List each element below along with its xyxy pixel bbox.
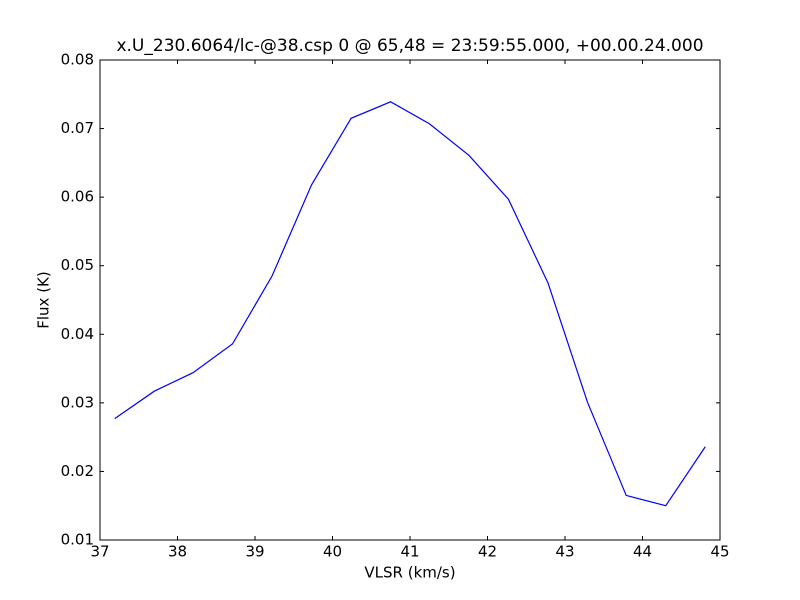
data-line bbox=[114, 101, 706, 507]
y-tick-label: 0.04 bbox=[61, 325, 94, 343]
y-axis-label: Flux (K) bbox=[35, 271, 53, 329]
x-axis-label: VLSR (km/s) bbox=[364, 564, 455, 582]
x-tick-label: 37 bbox=[90, 543, 109, 561]
y-tick-label: 0.08 bbox=[61, 51, 94, 69]
x-tick-label: 39 bbox=[245, 543, 264, 561]
x-tick-label: 40 bbox=[323, 543, 342, 561]
plot-frame bbox=[99, 59, 721, 541]
x-tick-label: 38 bbox=[168, 543, 187, 561]
y-tick-label: 0.06 bbox=[61, 188, 94, 206]
y-tick-label: 0.07 bbox=[61, 119, 94, 137]
x-tick-label: 44 bbox=[633, 543, 652, 561]
chart-title: x.U_230.6064/lc-@38.csp 0 @ 65,48 = 23:5… bbox=[116, 36, 703, 56]
y-tick-label: 0.01 bbox=[61, 531, 94, 549]
y-tick-label: 0.02 bbox=[61, 462, 94, 480]
x-tick-label: 43 bbox=[555, 543, 574, 561]
x-tick-label: 41 bbox=[400, 543, 419, 561]
y-tick-label: 0.05 bbox=[61, 256, 94, 274]
y-tick-label: 0.03 bbox=[61, 393, 94, 411]
x-tick-label: 45 bbox=[710, 543, 729, 561]
x-tick-label: 42 bbox=[478, 543, 497, 561]
